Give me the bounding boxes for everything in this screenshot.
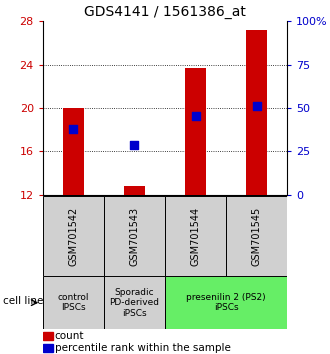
Point xyxy=(193,113,198,118)
Bar xyxy=(165,196,226,276)
Bar xyxy=(104,276,165,329)
Bar xyxy=(43,196,104,276)
Text: GSM701543: GSM701543 xyxy=(129,207,140,266)
Text: GSM701544: GSM701544 xyxy=(190,207,201,266)
Text: presenilin 2 (PS2)
iPSCs: presenilin 2 (PS2) iPSCs xyxy=(186,293,266,312)
Bar xyxy=(124,186,145,195)
Bar xyxy=(246,30,267,195)
Bar xyxy=(165,276,287,329)
Text: GSM701542: GSM701542 xyxy=(68,207,79,266)
Text: Sporadic
PD-derived
iPSCs: Sporadic PD-derived iPSCs xyxy=(110,288,159,318)
Bar xyxy=(43,332,53,339)
Text: cell line: cell line xyxy=(3,296,44,306)
Bar xyxy=(43,276,104,329)
Bar xyxy=(185,68,206,195)
Point xyxy=(132,142,137,148)
Title: GDS4141 / 1561386_at: GDS4141 / 1561386_at xyxy=(84,5,246,19)
Text: GSM701545: GSM701545 xyxy=(251,207,262,266)
Point xyxy=(71,126,76,131)
Text: percentile rank within the sample: percentile rank within the sample xyxy=(55,343,231,353)
Bar xyxy=(63,108,84,195)
Point xyxy=(254,103,259,109)
Bar xyxy=(226,196,287,276)
Bar xyxy=(43,344,53,352)
Bar xyxy=(104,196,165,276)
Text: control
IPSCs: control IPSCs xyxy=(58,293,89,312)
Text: count: count xyxy=(55,331,84,341)
